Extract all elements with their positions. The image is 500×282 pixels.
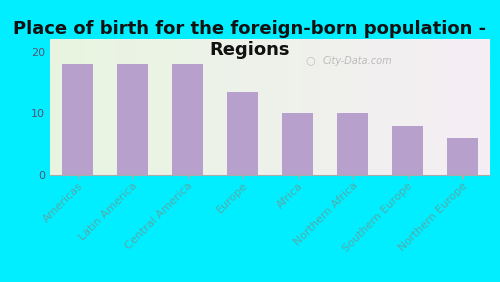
- Text: Southern Europe: Southern Europe: [342, 180, 414, 254]
- Text: City-Data.com: City-Data.com: [323, 56, 392, 66]
- Bar: [392, 125, 422, 175]
- Bar: [448, 138, 478, 175]
- Text: ○: ○: [305, 56, 315, 66]
- Bar: [172, 64, 203, 175]
- Text: Northern Europe: Northern Europe: [398, 180, 469, 253]
- Bar: [338, 113, 368, 175]
- Bar: [118, 64, 148, 175]
- Bar: [282, 113, 312, 175]
- Text: Central America: Central America: [124, 180, 194, 252]
- Text: Europe: Europe: [215, 180, 250, 215]
- Text: Africa: Africa: [275, 180, 304, 210]
- Text: Northern Africa: Northern Africa: [292, 180, 360, 248]
- Bar: [62, 64, 92, 175]
- Text: Place of birth for the foreign-born population -
Regions: Place of birth for the foreign-born popu…: [14, 20, 486, 59]
- Bar: [228, 92, 258, 175]
- Text: Latin America: Latin America: [78, 180, 140, 242]
- Text: Americas: Americas: [41, 180, 84, 224]
